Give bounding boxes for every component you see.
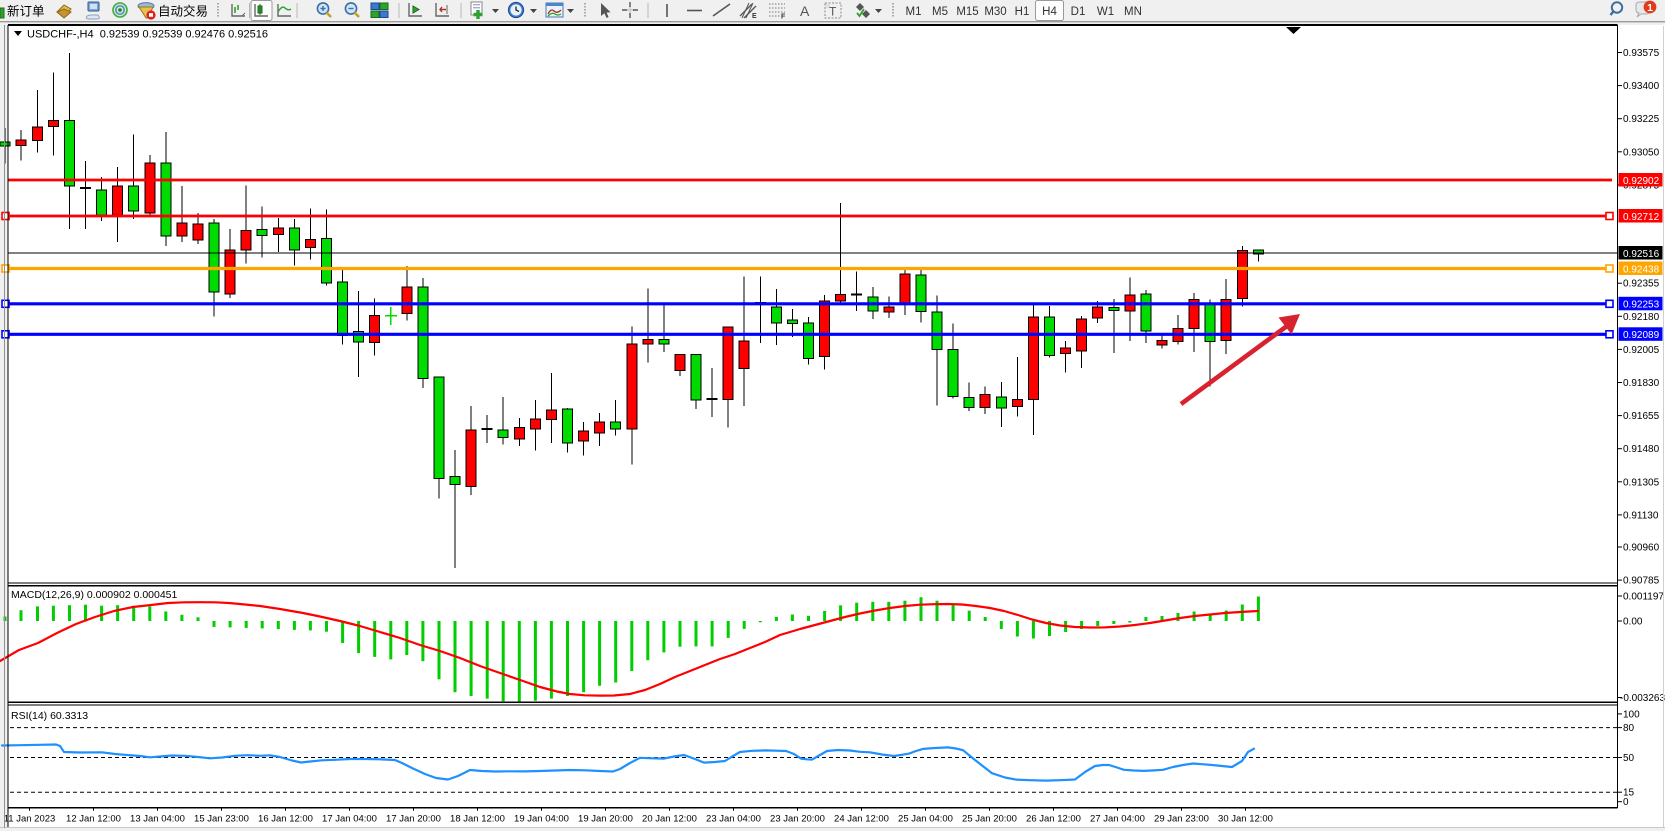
svg-text:0.93050: 0.93050: [1623, 147, 1660, 158]
svg-text:A: A: [800, 3, 810, 19]
svg-text:17 Jan 04:00: 17 Jan 04:00: [322, 814, 377, 825]
svg-text:100: 100: [1623, 709, 1640, 720]
svg-text:0.92902: 0.92902: [1623, 176, 1660, 187]
svg-text:0.92438: 0.92438: [1623, 264, 1660, 275]
svg-text:0.92005: 0.92005: [1623, 345, 1660, 356]
svg-text:15 Jan 23:00: 15 Jan 23:00: [194, 814, 249, 825]
svg-text:19 Jan 04:00: 19 Jan 04:00: [514, 814, 569, 825]
svg-text:0: 0: [1623, 797, 1629, 808]
svg-text:15: 15: [1623, 788, 1635, 799]
svg-text:0.90960: 0.90960: [1623, 543, 1660, 554]
svg-text:M15: M15: [956, 6, 978, 18]
svg-text:RSI(14) 60.3313: RSI(14) 60.3313: [11, 710, 88, 722]
svg-text:24 Jan 12:00: 24 Jan 12:00: [834, 814, 889, 825]
svg-text:MN: MN: [1124, 6, 1142, 18]
svg-text:F: F: [781, 14, 786, 21]
svg-text:0.92180: 0.92180: [1623, 312, 1660, 323]
svg-text:0.92355: 0.92355: [1623, 279, 1660, 290]
svg-text:50: 50: [1623, 753, 1635, 764]
svg-text:0.93400: 0.93400: [1623, 81, 1660, 92]
svg-text:18 Jan 12:00: 18 Jan 12:00: [450, 814, 505, 825]
svg-text:M5: M5: [932, 6, 948, 18]
svg-text:0.90785: 0.90785: [1623, 576, 1660, 587]
svg-text:0.91480: 0.91480: [1623, 444, 1660, 455]
svg-text:0.001197: 0.001197: [1623, 592, 1664, 603]
svg-text:20 Jan 12:00: 20 Jan 12:00: [642, 814, 697, 825]
svg-text:30 Jan 12:00: 30 Jan 12:00: [1218, 814, 1273, 825]
svg-text:-0.003263: -0.003263: [1620, 693, 1665, 704]
svg-text:0.92516: 0.92516: [1623, 249, 1660, 260]
svg-text:0.93225: 0.93225: [1623, 114, 1660, 125]
svg-text:0.91830: 0.91830: [1623, 378, 1660, 389]
svg-text:23 Jan 20:00: 23 Jan 20:00: [770, 814, 825, 825]
svg-text:新订单: 新订单: [7, 4, 45, 19]
svg-text:自动交易: 自动交易: [158, 4, 208, 19]
svg-text:M1: M1: [906, 6, 922, 18]
svg-text:D1: D1: [1071, 6, 1086, 18]
svg-text:25 Jan 20:00: 25 Jan 20:00: [962, 814, 1017, 825]
svg-text:H1: H1: [1015, 6, 1030, 18]
svg-text:26 Jan 12:00: 26 Jan 12:00: [1026, 814, 1081, 825]
svg-text:80: 80: [1623, 723, 1635, 734]
svg-text:13 Jan 04:00: 13 Jan 04:00: [130, 814, 185, 825]
svg-text:0.92253: 0.92253: [1623, 300, 1660, 311]
svg-text:27 Jan 04:00: 27 Jan 04:00: [1090, 814, 1145, 825]
svg-text:29 Jan 23:00: 29 Jan 23:00: [1154, 814, 1209, 825]
svg-text:H4: H4: [1042, 6, 1057, 18]
svg-text:11 Jan 2023: 11 Jan 2023: [4, 814, 56, 825]
svg-text:0.93575: 0.93575: [1623, 48, 1660, 59]
svg-text:0.91305: 0.91305: [1623, 477, 1660, 488]
svg-text:12 Jan 12:00: 12 Jan 12:00: [66, 814, 121, 825]
svg-text:0.00: 0.00: [1623, 617, 1643, 628]
svg-text:W1: W1: [1097, 6, 1114, 18]
svg-text:M30: M30: [984, 6, 1006, 18]
svg-text:17 Jan 20:00: 17 Jan 20:00: [386, 814, 441, 825]
svg-text:E: E: [752, 13, 757, 20]
svg-text:19 Jan 20:00: 19 Jan 20:00: [578, 814, 633, 825]
svg-text:0.91655: 0.91655: [1623, 411, 1660, 422]
svg-text:MACD(12,26,9) 0.000902 0.00045: MACD(12,26,9) 0.000902 0.000451: [11, 589, 178, 601]
svg-text:0.92089: 0.92089: [1623, 330, 1660, 341]
svg-text:16 Jan 12:00: 16 Jan 12:00: [258, 814, 313, 825]
svg-text:0.91130: 0.91130: [1623, 510, 1659, 521]
svg-text:T: T: [829, 5, 837, 19]
svg-text:25 Jan 04:00: 25 Jan 04:00: [898, 814, 953, 825]
svg-text:USDCHF-,H4 0.92539 0.92539 0.: USDCHF-,H4 0.92539 0.92539 0.92476 0.925…: [27, 29, 268, 41]
svg-text:23 Jan 04:00: 23 Jan 04:00: [706, 814, 761, 825]
svg-text:0.92712: 0.92712: [1623, 212, 1660, 223]
svg-text:1: 1: [1647, 2, 1653, 14]
